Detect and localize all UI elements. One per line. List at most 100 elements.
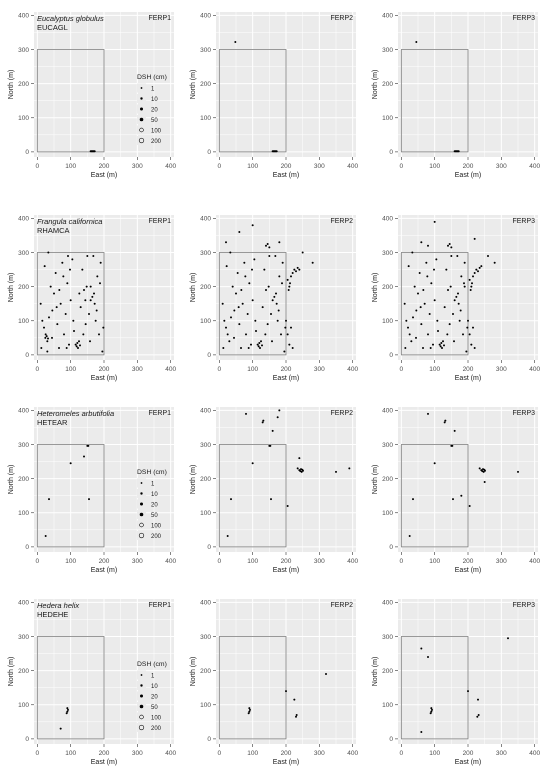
x-tick-label: 300 xyxy=(132,366,143,373)
data-point xyxy=(456,254,459,257)
legend-symbol xyxy=(138,137,145,144)
data-point xyxy=(244,275,247,278)
legend-symbol xyxy=(140,492,143,495)
data-point xyxy=(420,241,423,244)
data-point xyxy=(251,462,254,465)
y-axis-label: North (m) xyxy=(190,70,197,100)
data-point xyxy=(83,455,85,458)
data-point xyxy=(40,347,43,350)
data-point xyxy=(46,350,49,353)
data-point xyxy=(452,498,454,501)
data-point xyxy=(284,326,287,329)
y-axis-label: North (m) xyxy=(372,465,379,495)
data-point xyxy=(407,326,409,329)
data-point xyxy=(240,347,242,350)
plot-boundary xyxy=(36,636,105,740)
data-point xyxy=(226,534,229,537)
legend-title: DSH (cm) xyxy=(137,661,167,668)
y-tick-label: 100 xyxy=(382,318,393,325)
y-tick-label: 400 xyxy=(200,600,211,607)
data-point xyxy=(472,326,474,329)
data-point xyxy=(66,710,69,713)
data-point xyxy=(285,319,287,322)
data-point xyxy=(229,251,232,254)
data-point xyxy=(94,319,97,322)
data-point xyxy=(230,316,232,319)
panel-eucagl-ferp3: 0 100 200 300 400 0 100 200 300 400 FERP3 East (m) N… xyxy=(372,12,540,179)
y-tick-label: 200 xyxy=(382,476,393,483)
legend-symbol xyxy=(140,684,143,687)
legend-entry-label: 50 xyxy=(151,513,158,519)
data-point xyxy=(66,282,69,285)
data-point xyxy=(453,429,456,432)
x-tick-label: 400 xyxy=(529,558,540,565)
y-tick-label: 200 xyxy=(200,81,211,88)
data-point xyxy=(261,421,264,424)
data-point xyxy=(69,299,72,302)
data-point xyxy=(427,412,429,415)
legend-entry-label: 50 xyxy=(151,118,158,124)
data-point xyxy=(477,714,480,716)
data-point xyxy=(447,244,449,247)
y-tick-label: 300 xyxy=(382,250,393,257)
data-point xyxy=(295,714,298,716)
data-point xyxy=(55,306,58,309)
legend-entry-label: 1 xyxy=(151,673,155,679)
x-tick-label: 400 xyxy=(347,366,358,373)
legend-symbol xyxy=(140,674,143,676)
data-point xyxy=(428,312,431,315)
data-point xyxy=(422,289,425,292)
y-axis-label: North (m) xyxy=(8,465,15,495)
x-tick-label: 400 xyxy=(165,558,176,565)
y-tick-label: 400 xyxy=(200,408,211,415)
data-point xyxy=(102,326,105,329)
data-point xyxy=(335,470,337,473)
y-tick-label: 0 xyxy=(207,736,211,743)
y-tick-label: 0 xyxy=(25,544,29,551)
data-point xyxy=(473,237,476,240)
data-point xyxy=(59,727,62,730)
data-point xyxy=(89,285,92,288)
y-tick-label: 100 xyxy=(200,115,211,122)
data-point xyxy=(425,261,428,264)
x-tick-label: 300 xyxy=(132,163,143,170)
x-tick-label: 0 xyxy=(400,163,404,170)
data-point xyxy=(95,309,98,312)
legend-entry-label: 100 xyxy=(151,715,162,721)
data-point xyxy=(430,282,433,285)
data-point xyxy=(256,343,259,346)
panel-label: FERP2 xyxy=(330,15,353,22)
data-point xyxy=(443,344,445,347)
species-code: RHAMCA xyxy=(37,226,70,235)
data-point xyxy=(49,285,52,288)
x-tick-label: 400 xyxy=(165,366,176,373)
data-point xyxy=(443,421,446,424)
data-point xyxy=(420,323,423,326)
y-tick-label: 300 xyxy=(382,634,393,641)
legend-entry-label: 10 xyxy=(151,97,158,103)
data-point xyxy=(93,150,96,153)
panel-label: FERP2 xyxy=(330,218,353,225)
y-tick-label: 300 xyxy=(18,442,29,449)
x-tick-label: 300 xyxy=(132,750,143,757)
data-point xyxy=(69,462,72,465)
panel-hetear-ferp1: 0 100 200 300 400 0 100 200 300 400 FERP1 East (m) N… xyxy=(8,407,176,574)
data-point xyxy=(67,254,69,257)
x-tick-label: 200 xyxy=(281,750,292,757)
x-tick-label: 200 xyxy=(99,366,110,373)
data-point xyxy=(275,302,278,305)
data-point xyxy=(260,340,262,343)
x-tick-label: 100 xyxy=(65,750,76,757)
data-point xyxy=(245,412,247,415)
data-point xyxy=(417,292,419,295)
data-point xyxy=(44,333,47,336)
legend-key xyxy=(137,520,146,530)
data-point xyxy=(283,350,286,353)
data-point xyxy=(426,275,429,278)
data-point xyxy=(483,481,486,484)
y-tick-label: 300 xyxy=(200,47,211,54)
panel-label: FERP1 xyxy=(148,218,171,225)
data-point xyxy=(507,637,509,640)
y-tick-label: 0 xyxy=(25,149,29,156)
